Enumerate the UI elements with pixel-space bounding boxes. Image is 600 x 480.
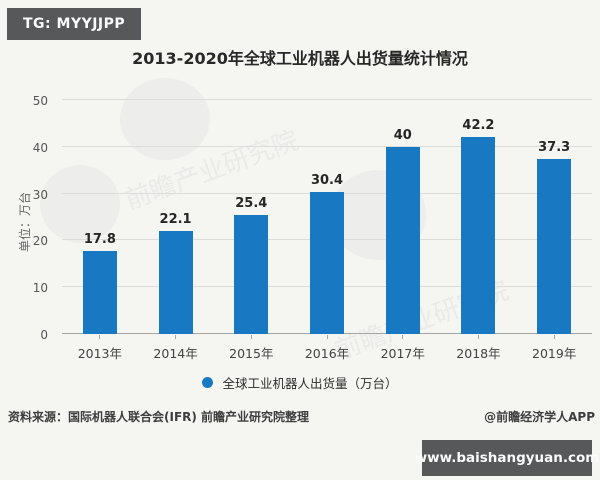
bar-value-label: 37.3 (538, 140, 571, 156)
bar-group: 17.8 (62, 100, 138, 334)
y-tick-label: 40 (32, 140, 48, 155)
tick-mark (250, 335, 252, 339)
y-tick-label: 0 (40, 328, 48, 342)
x-tick-label: 2015年 (229, 346, 274, 361)
website-banner: www.baishangyuan.com (415, 440, 599, 476)
y-tick-label: 30 (32, 187, 48, 202)
legend: 全球工业机器人出货量（万台） (0, 373, 600, 392)
bar-value-label: 22.1 (159, 211, 192, 227)
bar (310, 191, 345, 334)
bar (385, 146, 420, 334)
plot-area: 17.8 22.1 25.4 30.4 40 42.2 37.3 (62, 99, 592, 334)
tick-mark (99, 335, 101, 339)
x-tick: 2014年 (138, 335, 214, 362)
x-axis-labels: 2013年 2014年 2015年 2016年 2017年 2018年 2019年 (62, 335, 592, 362)
y-tick-label: 10 (32, 281, 48, 296)
bar-value-label: 42.2 (462, 117, 495, 133)
data-source-text: 资料来源：国际机器人联合会(IFR) 前瞻产业研究院整理 (8, 410, 310, 424)
tag-badge: TG: MYYJJPP (7, 8, 142, 40)
x-tick-label: 2019年 (532, 346, 577, 361)
bar-value-label: 40 (393, 127, 412, 143)
bar-group: 37.3 (516, 100, 592, 334)
legend-marker-icon (202, 377, 214, 388)
bar-group: 42.2 (441, 100, 517, 334)
tick-mark (553, 335, 555, 339)
tick-mark (175, 335, 177, 339)
x-tick: 2017年 (365, 335, 441, 362)
tick-mark (402, 335, 404, 339)
tick-mark (326, 335, 328, 339)
x-tick-label: 2016年 (304, 346, 350, 361)
bar-group: 22.1 (138, 100, 214, 334)
bar (234, 215, 269, 334)
x-tick: 2013年 (62, 335, 138, 362)
x-tick-label: 2017年 (380, 346, 425, 361)
bar-value-label: 17.8 (83, 231, 116, 247)
credit-text: @前瞻经济学人APP (484, 410, 595, 424)
bar (82, 250, 117, 334)
y-tick-label: 50 (32, 94, 48, 108)
chart-title: 2013-2020年全球工业机器人出货量统计情况 (132, 49, 468, 68)
bar-value-label: 30.4 (310, 172, 344, 188)
bars-row: 17.8 22.1 25.4 30.4 40 42.2 37.3 (62, 100, 592, 334)
bar (537, 159, 572, 334)
x-tick: 2015年 (213, 335, 289, 362)
tick-mark (477, 335, 479, 339)
legend-label: 全球工业机器人出货量（万台） (222, 376, 398, 391)
x-tick-label: 2014年 (153, 346, 198, 361)
y-tick-label: 20 (32, 234, 48, 249)
x-tick: 2019年 (516, 335, 592, 362)
x-tick: 2018年 (441, 335, 517, 362)
gridline (62, 145, 592, 147)
bar (158, 230, 193, 334)
bar-value-label: 25.4 (235, 196, 268, 212)
bar-group: 25.4 (213, 100, 289, 334)
x-tick-label: 2018年 (456, 346, 501, 361)
x-tick: 2016年 (289, 335, 365, 362)
bar-group: 30.4 (289, 100, 365, 334)
gridline (62, 99, 592, 100)
bar (461, 136, 496, 334)
x-tick-label: 2013年 (77, 346, 123, 361)
y-axis-labels: 0 10 20 30 40 50 (0, 94, 56, 342)
bar-group: 40 (365, 100, 441, 334)
